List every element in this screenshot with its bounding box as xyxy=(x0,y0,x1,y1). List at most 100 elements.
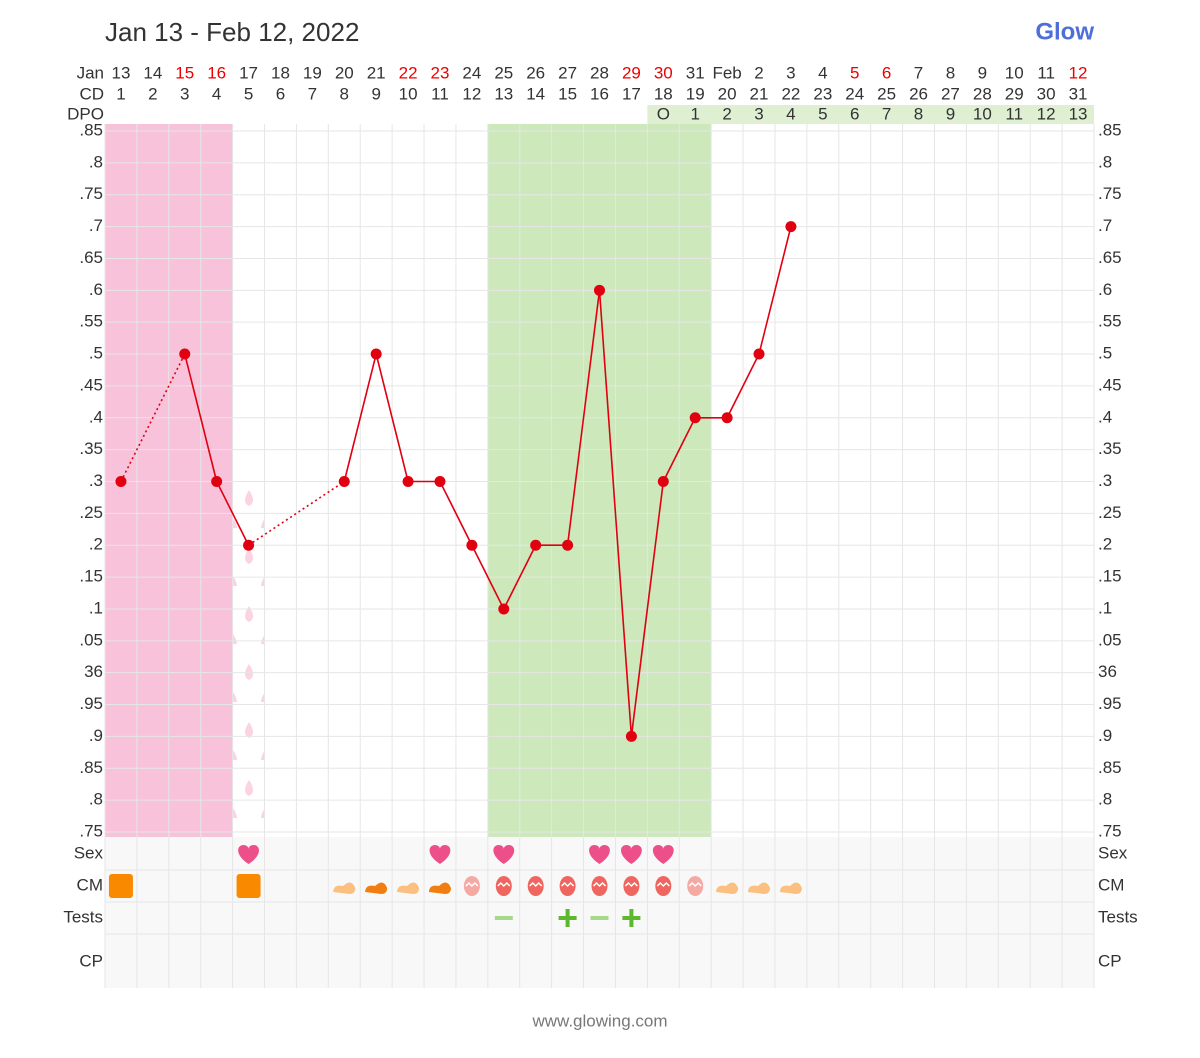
temp-line xyxy=(503,544,537,610)
cd-label: 27 xyxy=(941,84,960,103)
cm-icon xyxy=(397,882,420,894)
cm-icon-zig xyxy=(465,881,479,888)
x-tick-label: 9 xyxy=(978,63,987,82)
temp-point xyxy=(625,730,637,742)
y-tick-label: .75 xyxy=(1098,184,1122,203)
y-tick-label: .05 xyxy=(1098,630,1122,649)
cd-label: 23 xyxy=(813,84,832,103)
temp-point xyxy=(657,476,669,487)
dpo-label: 5 xyxy=(818,104,827,123)
y-tick-label: .65 xyxy=(79,248,103,267)
x-tick-label: 13 xyxy=(111,63,130,82)
y-tick-label: .6 xyxy=(89,280,103,299)
temp-point xyxy=(243,539,255,551)
x-tick-label: 23 xyxy=(431,63,450,82)
row-label: CP xyxy=(1098,951,1122,970)
cd-label: 17 xyxy=(622,84,641,103)
temp-point xyxy=(753,348,765,360)
cm-icon xyxy=(428,882,451,894)
y-tick-label: .1 xyxy=(1098,598,1112,617)
temp-line xyxy=(662,417,696,482)
x-tick-label: 4 xyxy=(818,63,827,82)
dpo-label: 12 xyxy=(1037,104,1056,123)
sex-icon xyxy=(429,845,451,864)
y-tick-label: .65 xyxy=(1098,248,1122,267)
cm-icon-zig xyxy=(529,881,543,888)
y-tick-label: .2 xyxy=(1098,535,1112,554)
cm-icon-zig xyxy=(561,881,575,888)
sex-icon xyxy=(589,845,610,864)
row-label: DPO xyxy=(67,104,104,123)
y-tick-label: .75 xyxy=(1098,821,1122,840)
temp-point xyxy=(498,603,510,615)
y-tick-label: 36 xyxy=(1098,662,1117,681)
y-tick-label: .8 xyxy=(1098,790,1112,809)
x-tick-label: 8 xyxy=(946,63,955,82)
x-tick-label: 25 xyxy=(494,63,513,82)
y-tick-label: .95 xyxy=(79,694,103,713)
cm-icon xyxy=(716,882,739,894)
temp-point xyxy=(402,476,414,487)
cd-label: 3 xyxy=(180,84,189,103)
temp-point xyxy=(179,348,191,360)
temp-point xyxy=(370,348,382,360)
x-tick-label: 21 xyxy=(367,63,386,82)
temp-line xyxy=(439,481,473,546)
y-tick-label: .5 xyxy=(1098,344,1112,363)
dpo-label: 8 xyxy=(914,104,923,123)
cm-icon-zig xyxy=(656,881,670,888)
y-tick-label: .55 xyxy=(79,312,103,331)
cd-label: 8 xyxy=(340,84,349,103)
y-tick-label: .85 xyxy=(1098,120,1122,139)
row-label: Tests xyxy=(1098,907,1138,926)
y-tick-label: 36 xyxy=(84,662,103,681)
x-tick-label: 15 xyxy=(175,63,194,82)
sex-icon xyxy=(620,845,642,864)
cm-icon-zig xyxy=(624,881,638,888)
dpo-label: 11 xyxy=(1005,104,1023,123)
cd-label: 30 xyxy=(1037,84,1056,103)
cd-label: 11 xyxy=(431,84,449,103)
row-label: Sex xyxy=(74,843,104,862)
y-tick-label: .4 xyxy=(89,407,103,426)
temp-line xyxy=(248,480,345,546)
cd-label: 5 xyxy=(244,84,253,103)
dpo-label: 2 xyxy=(722,104,731,123)
dpo-label: 4 xyxy=(786,104,795,123)
row-label: CM xyxy=(77,875,103,894)
y-tick-label: .7 xyxy=(1098,216,1112,235)
dpo-label: 10 xyxy=(973,104,992,123)
temp-point xyxy=(466,539,478,551)
temp-line xyxy=(726,353,760,419)
dpo-label: 3 xyxy=(754,104,763,123)
y-tick-label: .35 xyxy=(1098,439,1122,458)
dpo-label: 9 xyxy=(946,104,955,123)
cd-label: 19 xyxy=(686,84,705,103)
cd-label: 29 xyxy=(1005,84,1024,103)
logo: Glow xyxy=(1035,18,1094,45)
cd-label: 16 xyxy=(590,84,609,103)
cd-label: 20 xyxy=(718,84,737,103)
y-tick-label: .9 xyxy=(1098,726,1112,745)
x-tick-label: Feb xyxy=(712,63,741,82)
cd-label: 10 xyxy=(399,84,418,103)
temp-point xyxy=(530,539,542,551)
cm-icon xyxy=(333,882,356,894)
sex-icon xyxy=(493,845,515,864)
cd-label: 14 xyxy=(526,84,545,103)
x-tick-label: 28 xyxy=(590,63,609,82)
y-tick-label: .35 xyxy=(79,439,103,458)
footer: www.glowing.com xyxy=(531,1011,667,1030)
x-tick-label: 3 xyxy=(786,63,795,82)
cd-label: 4 xyxy=(212,84,221,103)
x-tick-label: 11 xyxy=(1037,63,1055,82)
y-tick-label: .6 xyxy=(1098,280,1112,299)
cd-label: 9 xyxy=(371,84,380,103)
x-tick-label: 5 xyxy=(850,63,859,82)
x-tick-label: 6 xyxy=(882,63,891,82)
row-label: Tests xyxy=(63,907,103,926)
y-tick-label: .05 xyxy=(79,630,103,649)
cm-icon xyxy=(365,882,388,894)
cd-label: 26 xyxy=(909,84,928,103)
